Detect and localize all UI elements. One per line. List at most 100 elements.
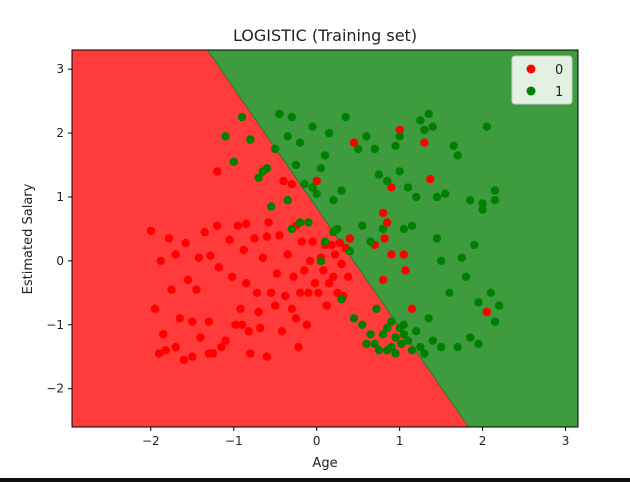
point-class-0 (319, 266, 328, 275)
point-class-1 (366, 330, 375, 339)
point-class-0 (204, 317, 214, 326)
point-class-1 (283, 196, 292, 205)
point-class-1 (337, 295, 346, 304)
point-class-1 (358, 320, 367, 329)
point-class-0 (225, 235, 234, 244)
point-class-0 (302, 320, 311, 329)
point-class-1 (445, 288, 454, 297)
point-class-1 (490, 196, 500, 205)
point-class-0 (244, 327, 253, 336)
point-class-1 (495, 301, 504, 310)
point-class-1 (366, 237, 375, 246)
point-class-0 (322, 301, 331, 310)
point-class-0 (337, 259, 346, 269)
point-class-1 (490, 186, 500, 195)
point-class-1 (436, 256, 446, 266)
point-class-1 (372, 304, 381, 313)
point-class-0 (387, 183, 396, 192)
point-class-1 (337, 186, 346, 195)
point-class-0 (297, 237, 306, 246)
point-class-0 (310, 279, 320, 288)
point-class-1 (412, 192, 421, 202)
point-class-1 (453, 342, 462, 352)
point-class-1 (329, 227, 338, 237)
y-tick-label: −1 (46, 318, 64, 332)
y-tick-label: 2 (56, 126, 64, 140)
point-class-1 (449, 141, 458, 150)
point-class-0 (308, 237, 317, 246)
point-class-0 (291, 314, 301, 323)
point-class-0 (159, 330, 168, 339)
point-class-1 (287, 112, 296, 122)
point-class-1 (295, 138, 305, 147)
point-class-0 (217, 342, 226, 352)
point-class-0 (335, 238, 345, 248)
point-class-1 (432, 192, 442, 202)
point-class-1 (316, 256, 326, 266)
point-class-1 (312, 189, 321, 198)
point-class-1 (416, 342, 425, 352)
point-class-0 (213, 221, 222, 230)
point-class-1 (474, 298, 483, 307)
point-class-0 (146, 226, 155, 235)
point-class-1 (412, 327, 421, 336)
point-class-1 (370, 144, 379, 154)
point-class-0 (154, 349, 164, 358)
point-class-0 (287, 304, 296, 313)
point-class-0 (380, 234, 389, 243)
point-class-0 (305, 256, 315, 266)
point-class-0 (482, 307, 491, 317)
point-class-1 (383, 176, 392, 186)
point-class-1 (358, 221, 367, 230)
point-class-0 (262, 352, 272, 361)
point-class-0 (314, 288, 323, 297)
point-class-1 (416, 116, 425, 125)
point-class-0 (264, 218, 273, 227)
point-class-0 (304, 288, 313, 297)
point-class-1 (237, 112, 247, 122)
y-tick-label: −2 (46, 382, 64, 396)
point-class-1 (490, 317, 500, 326)
point-class-0 (294, 342, 303, 352)
point-class-1 (466, 196, 475, 205)
point-class-1 (403, 336, 413, 345)
point-class-1 (399, 320, 408, 329)
point-class-0 (330, 250, 340, 259)
legend-marker-0 (526, 64, 536, 74)
point-class-0 (378, 275, 388, 285)
point-class-1 (470, 240, 479, 250)
point-class-0 (233, 221, 243, 230)
point-class-1 (391, 349, 400, 358)
point-class-1 (266, 202, 276, 211)
point-class-1 (221, 132, 230, 141)
point-class-1 (254, 173, 263, 182)
point-class-1 (345, 247, 355, 256)
point-class-0 (252, 288, 262, 297)
x-tick-label: −2 (142, 434, 160, 448)
point-class-1 (395, 132, 404, 141)
point-class-1 (374, 170, 384, 179)
point-class-1 (436, 342, 446, 352)
point-class-0 (175, 314, 184, 323)
point-class-1 (308, 122, 317, 131)
point-class-1 (478, 205, 487, 214)
point-class-1 (428, 336, 437, 345)
point-class-0 (214, 263, 223, 272)
point-class-1 (300, 180, 309, 189)
point-class-0 (287, 180, 296, 189)
x-tick-label: 1 (396, 434, 404, 448)
point-class-0 (349, 138, 359, 147)
point-class-1 (391, 141, 400, 150)
point-class-0 (327, 240, 336, 250)
axes-frame (71, 49, 579, 428)
point-class-0 (246, 349, 255, 358)
point-class-0 (324, 279, 334, 288)
point-class-1 (474, 339, 483, 349)
point-class-0 (271, 301, 280, 310)
point-class-0 (183, 275, 193, 285)
legend: 0 1 (511, 55, 573, 105)
point-class-1 (287, 224, 296, 234)
point-class-0 (242, 279, 251, 288)
point-class-1 (482, 122, 491, 131)
point-class-1 (420, 125, 429, 135)
